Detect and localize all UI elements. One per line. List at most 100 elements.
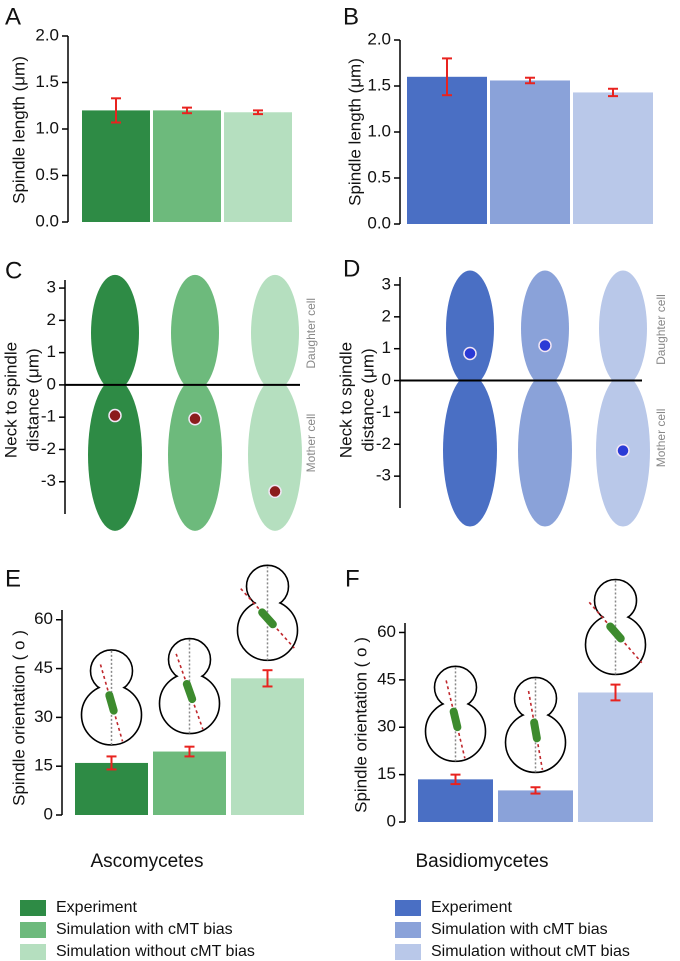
error-bar: [253, 109, 263, 116]
spindle-axis: [445, 680, 466, 759]
y-axis-label: Spindle orientation ( o ): [9, 630, 28, 806]
error-bar: [530, 786, 541, 795]
y-tick-label: 0.0: [367, 213, 391, 232]
y-tick-label: -2: [376, 434, 391, 453]
mother-cell: [518, 374, 572, 527]
y-tick-label: 0.0: [35, 211, 59, 230]
y-tick-label: 0: [387, 811, 396, 830]
spindle: [175, 653, 204, 730]
bar: [153, 110, 221, 222]
point: [268, 484, 282, 499]
annotation: Mother cell: [654, 409, 668, 468]
y-axis-label: Spindle length (μm): [345, 58, 364, 206]
error-bar: [106, 755, 117, 771]
y-tick-label: 30: [34, 707, 53, 726]
y-axis-label: Spindle orientation ( o ): [351, 637, 370, 813]
cell-diagram: [236, 564, 299, 662]
bar: [578, 692, 653, 822]
point: [108, 408, 122, 423]
spindle-axis: [240, 588, 295, 649]
spindle-body: [449, 707, 462, 732]
y-tick-label: 60: [377, 622, 396, 641]
legend-swatch: [20, 900, 46, 916]
panel-letter: A: [5, 3, 21, 30]
bud-cell: [91, 274, 139, 391]
spindle: [99, 664, 124, 742]
point: [188, 412, 202, 426]
bar: [498, 790, 573, 822]
mother-cell: [443, 374, 497, 527]
bud-cell: [171, 274, 219, 391]
y-tick-label: 1.0: [35, 118, 59, 137]
bud-cell: [599, 270, 647, 387]
group-label: Ascomycetes: [91, 851, 204, 872]
mother-cell: [248, 378, 302, 531]
error-bar: [184, 745, 195, 758]
y-tick-label: 2.0: [367, 29, 391, 48]
y-axis-label: Neck to spindle: [336, 342, 355, 458]
spindle-body: [606, 622, 625, 643]
panel-letter: B: [343, 3, 359, 30]
y-tick-label: 0: [47, 374, 56, 393]
bud-cell: [521, 270, 569, 387]
y-tick-label: 30: [377, 717, 396, 736]
spindle-body: [530, 718, 541, 743]
spindle: [588, 601, 643, 664]
legend-label: Simulation with cMT bias: [431, 921, 608, 938]
error-bar: [111, 97, 121, 124]
y-tick-label: 0: [382, 370, 391, 389]
spindle-axis: [527, 690, 544, 770]
y-tick-label: -2: [41, 439, 56, 458]
y-tick-label: 60: [34, 609, 53, 628]
y-tick-label: 3: [382, 274, 391, 293]
bar: [231, 678, 304, 815]
cell-diagram: [424, 665, 487, 763]
point: [616, 443, 630, 458]
group-label: Basidiomycetes: [415, 851, 548, 872]
spindle-axis: [588, 601, 643, 664]
mother-cell: [168, 378, 222, 531]
y-axis-label: distance (μm): [358, 348, 377, 451]
y-tick-label: 2.0: [35, 25, 59, 44]
legend-swatch: [395, 900, 421, 916]
legend-label: Simulation with cMT bias: [56, 921, 233, 938]
error-bar: [450, 773, 461, 786]
error-bar: [608, 87, 618, 98]
cell-diagram: [584, 578, 647, 676]
point: [463, 346, 477, 361]
panel-letter: D: [343, 255, 360, 282]
error-bar: [442, 57, 452, 97]
legend-label: Simulation without cMT bias: [56, 943, 255, 960]
y-tick-label: 45: [377, 669, 396, 688]
cell-diagram: [80, 649, 143, 746]
y-tick-label: 45: [34, 658, 53, 677]
y-tick-label: 1.5: [35, 72, 59, 91]
panel-letter: C: [5, 257, 22, 284]
legend-swatch: [20, 922, 46, 938]
cell-diagram: [158, 637, 221, 735]
y-tick-label: -3: [376, 466, 391, 485]
y-tick-label: 0: [44, 804, 53, 823]
y-tick-label: -3: [41, 471, 56, 490]
legend-swatch: [395, 944, 421, 960]
error-bar: [525, 76, 535, 85]
y-tick-label: 1: [47, 342, 56, 361]
legend-label: Experiment: [431, 899, 512, 916]
spindle: [240, 588, 295, 649]
legend-swatch: [395, 922, 421, 938]
y-tick-label: 15: [34, 756, 53, 775]
annotation: Mother cell: [304, 414, 318, 473]
point: [538, 338, 552, 353]
legend-label: Simulation without cMT bias: [431, 943, 630, 960]
bar: [573, 92, 653, 224]
y-tick-label: 1: [382, 338, 391, 357]
panel-letter: F: [345, 565, 360, 592]
spindle-axis: [99, 664, 124, 742]
bar: [153, 751, 226, 815]
y-tick-label: 1.0: [367, 121, 391, 140]
spindle: [445, 680, 466, 759]
spindle-body: [105, 691, 118, 715]
bar: [490, 80, 570, 224]
bud-cell: [446, 270, 494, 387]
